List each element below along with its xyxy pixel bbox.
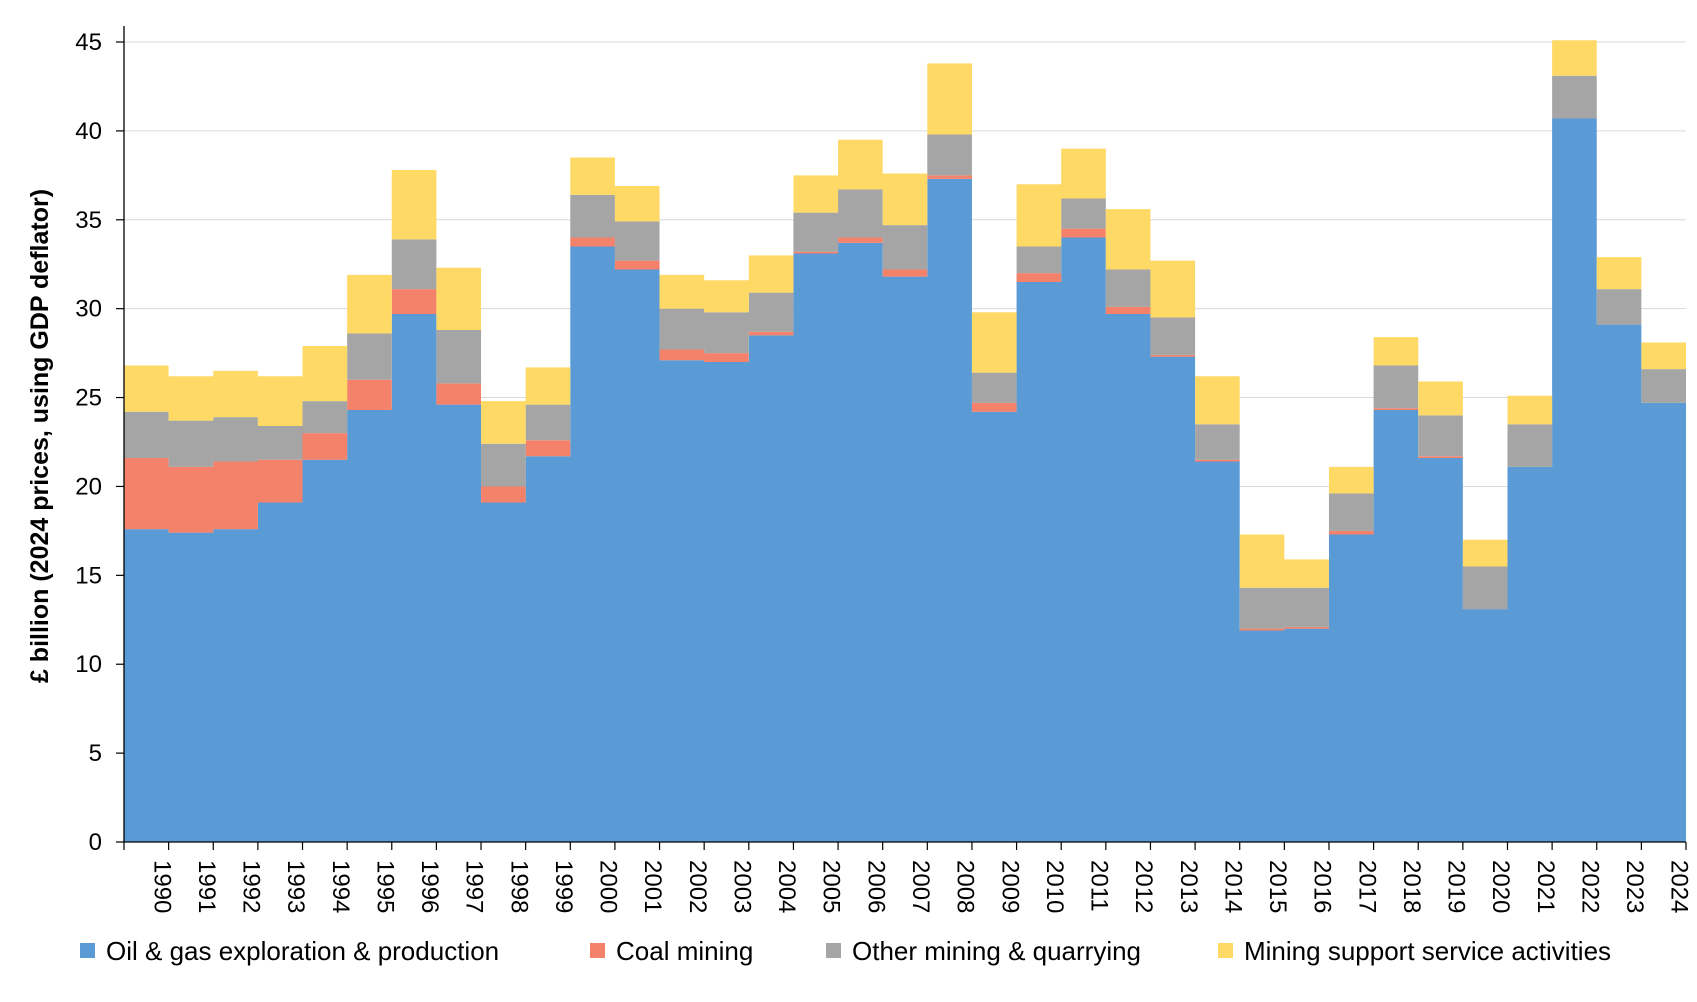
x-tick-label-1995: 1995 xyxy=(371,860,398,913)
x-tick-label-2008: 2008 xyxy=(952,860,979,913)
legend-swatch-3 xyxy=(1218,943,1233,958)
x-tick-label-2007: 2007 xyxy=(907,860,934,913)
x-tick-label-1999: 1999 xyxy=(550,860,577,913)
y-tick-label-25: 25 xyxy=(75,385,102,412)
x-tick-label-2003: 2003 xyxy=(728,860,755,913)
x-tick-label-1993: 1993 xyxy=(282,860,309,913)
legend-swatch-2 xyxy=(826,943,841,958)
series-area-2 xyxy=(124,75,1686,629)
legend-label-2: Other mining & quarrying xyxy=(852,936,1141,966)
x-tick-label-2015: 2015 xyxy=(1264,860,1291,913)
y-axis-label: £ billion (2024 prices, using GDP deflat… xyxy=(26,189,54,683)
x-tick-label-2023: 2023 xyxy=(1621,860,1648,913)
y-tick-label-0: 0 xyxy=(89,829,102,856)
x-tick-label-1990: 1990 xyxy=(148,860,175,913)
plot-area xyxy=(124,40,1686,842)
x-tick-label-1996: 1996 xyxy=(416,860,443,913)
x-tick-label-1992: 1992 xyxy=(238,860,265,913)
x-tick-label-2020: 2020 xyxy=(1487,860,1514,913)
y-tick-label-5: 5 xyxy=(89,740,102,767)
series-area-3 xyxy=(124,40,1686,588)
x-tick-label-1991: 1991 xyxy=(193,860,220,913)
x-tick-label-2009: 2009 xyxy=(996,860,1023,913)
x-tick-label-2017: 2017 xyxy=(1353,860,1380,913)
x-tick-label-2014: 2014 xyxy=(1219,860,1246,913)
x-tick-label-2001: 2001 xyxy=(639,860,666,913)
x-tick-label-2024: 2024 xyxy=(1666,860,1693,913)
y-tick-label-35: 35 xyxy=(75,207,102,234)
y-tick-label-45: 45 xyxy=(75,29,102,56)
x-tick-label-1997: 1997 xyxy=(461,860,488,913)
x-tick-label-2022: 2022 xyxy=(1576,860,1603,913)
x-tick-label-2000: 2000 xyxy=(595,860,622,913)
x-tick-label-2019: 2019 xyxy=(1443,860,1470,913)
x-tick-label-2011: 2011 xyxy=(1086,860,1113,912)
x-tick-label-2012: 2012 xyxy=(1130,860,1157,913)
axes: 0 5 10 15 20 25 30 35 40 45 1990 1991 1992 1993 1994 19… xyxy=(75,26,1693,913)
y-tick-label-30: 30 xyxy=(75,296,102,323)
x-tick-label-2002: 2002 xyxy=(684,860,711,913)
x-tick-label-2004: 2004 xyxy=(773,860,800,913)
legend-swatch-1 xyxy=(590,943,605,958)
x-tick-label-2013: 2013 xyxy=(1175,860,1202,913)
x-tick-label-1994: 1994 xyxy=(327,860,354,913)
series-area-0 xyxy=(124,118,1686,842)
x-tick-label-2016: 2016 xyxy=(1309,860,1336,913)
legend-swatch-0 xyxy=(80,943,95,958)
series-area-1 xyxy=(124,118,1686,631)
y-tick-label-15: 15 xyxy=(75,562,102,589)
x-tick-label-1998: 1998 xyxy=(505,860,532,913)
y-tick-label-10: 10 xyxy=(75,651,102,678)
x-tick-label-2010: 2010 xyxy=(1041,860,1068,913)
legend-label-1: Coal mining xyxy=(616,936,753,966)
y-tick-label-40: 40 xyxy=(75,118,102,145)
x-tick-label-2018: 2018 xyxy=(1398,860,1425,913)
x-tick-label-2021: 2021 xyxy=(1532,860,1559,913)
y-tick-label-20: 20 xyxy=(75,473,102,500)
legend-label-3: Mining support service activities xyxy=(1244,936,1611,966)
x-tick-label-2006: 2006 xyxy=(862,860,889,913)
legend: Oil & gas exploration & production Coal m… xyxy=(80,936,1611,966)
legend-label-0: Oil & gas exploration & production xyxy=(106,936,499,966)
x-tick-label-2005: 2005 xyxy=(818,860,845,913)
